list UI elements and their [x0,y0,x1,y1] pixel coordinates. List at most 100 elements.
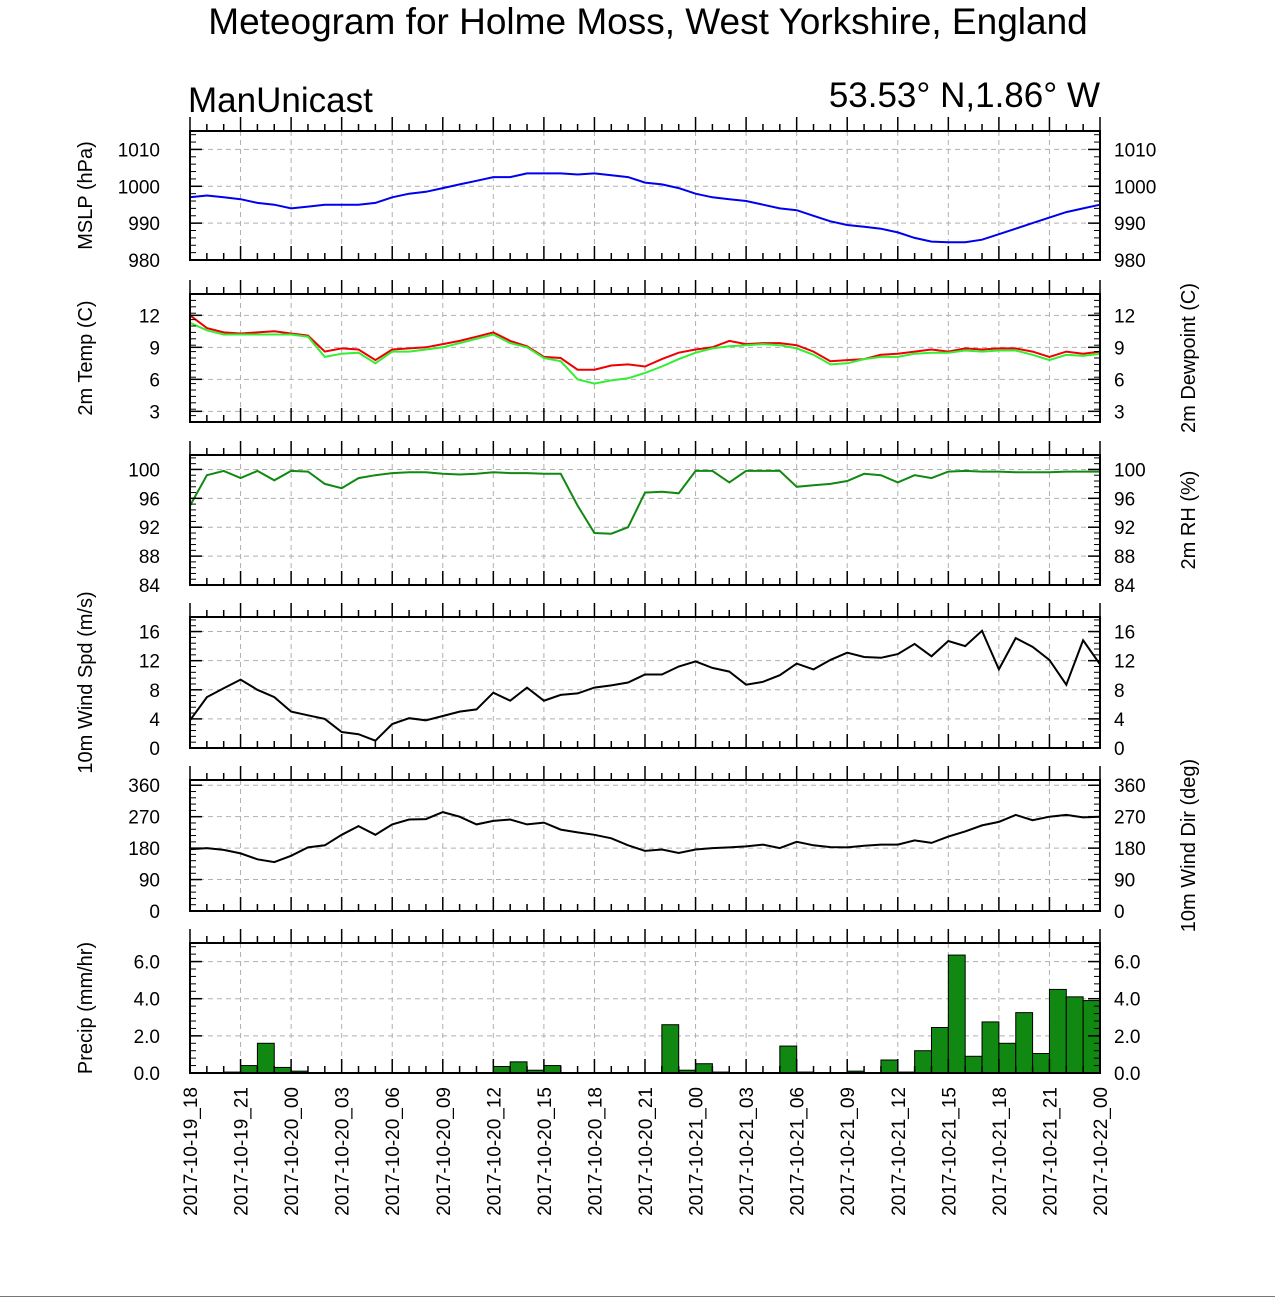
y-tick-label-left: 90 [139,871,160,892]
bottom-rule [0,1296,1275,1297]
x-tick-label: 2017-10-20_06 [383,1087,404,1216]
wind-speed-line [189,629,1101,742]
y-tick-label-right: 2.0 [1114,1027,1140,1048]
precip-bar [1065,996,1084,1074]
x-tick-label: 2017-10-21_21 [1040,1087,1061,1216]
precip-bar [256,1042,275,1074]
y-tick-label-left: 1000 [118,177,160,198]
x-tick-label: 2017-10-19_21 [232,1087,253,1216]
y-axis-title-right: 2m Dewpoint (C) [1178,283,1200,433]
y-axis-title-right: 2m RH (%) [1178,471,1200,570]
y-tick-label-right: 84 [1114,576,1136,597]
y-tick-label-right: 12 [1114,306,1135,327]
y-tick-label-right: 16 [1114,623,1135,644]
model-label: ManUnicast [188,81,373,120]
y-tick-label-left: 270 [128,808,160,829]
x-tick-label: 2017-10-21_03 [737,1087,758,1216]
y-tick-label-right: 1010 [1114,140,1156,161]
y-axis-title-left: 2m Temp (C) [75,300,97,415]
wind-dir-panel: 0 0 90 90 180 180 270 270 360 360 10m Wind Dir (de… [128,759,1200,932]
dewpoint-line [189,321,1101,385]
x-tick-label: 2017-10-20_15 [535,1087,556,1216]
x-tick-label: 2017-10-20_12 [484,1087,505,1216]
x-tick-label: 2017-10-21_12 [889,1087,910,1216]
y-tick-label-left: 96 [139,489,160,510]
wind-speed-panel: 0 0 4 4 8 8 12 12 16 16 10m Wind Spd (m/s) [75,591,1135,773]
y-tick-label-left: 9 [149,338,160,359]
y-axis-title-right: 10m Wind Dir (deg) [1178,759,1200,932]
wind-dir-line [189,811,1101,864]
y-tick-label-left: 4.0 [134,990,160,1011]
y-tick-label-left: 990 [128,214,160,235]
y-tick-label-right: 3 [1114,402,1125,423]
x-tick-label: 2017-10-20_00 [282,1087,303,1216]
mslp-line [189,172,1101,244]
y-tick-label-right: 6 [1114,370,1125,391]
y-tick-label-left: 2.0 [134,1027,160,1048]
y-tick-label-left: 8 [149,681,160,702]
precip-bar [1032,1053,1050,1074]
precip-bar [1082,1000,1101,1074]
y-tick-label-right: 0.0 [1114,1064,1140,1085]
precip-bar [779,1045,798,1074]
y-tick-label-right: 9 [1114,338,1125,359]
y-tick-label-right: 8 [1114,681,1125,702]
precip-panel: 0.0 0.0 2.0 2.0 4.0 4.0 6.0 6.0 Precip (mm/hr) [75,929,1140,1085]
y-tick-label-left: 360 [128,776,160,797]
x-tick-label: 2017-10-20_18 [585,1087,606,1216]
precip-bar [914,1050,932,1074]
precip-bar [880,1059,899,1074]
y-tick-label-right: 990 [1114,214,1146,235]
precip-bar [964,1055,983,1074]
y-axis-title-left: Precip (mm/hr) [75,942,97,1074]
precip-bar [543,1065,562,1074]
precip-bar [661,1024,680,1074]
temp-panel: 3 3 6 6 9 9 12 12 2m Temp (C) 2m Dewpoint (C) [75,280,1200,433]
y-tick-label-left: 4 [149,710,160,731]
y-tick-label-left: 84 [139,576,161,597]
precip-bar [998,1042,1017,1074]
y-tick-label-right: 4 [1114,710,1125,731]
y-tick-label-left: 0.0 [134,1064,160,1085]
y-tick-label-right: 180 [1114,839,1146,860]
y-tick-label-right: 0 [1114,902,1125,923]
y-tick-label-right: 92 [1114,518,1135,539]
x-tick-label: 2017-10-19_18 [181,1087,202,1216]
y-tick-label-left: 92 [139,518,160,539]
y-tick-label-left: 0 [149,739,160,760]
y-tick-label-left: 16 [139,623,160,644]
precip-bar [981,1021,1000,1074]
y-tick-label-right: 1000 [1114,177,1156,198]
y-tick-label-right: 96 [1114,489,1135,510]
y-tick-label-left: 3 [149,402,160,423]
y-tick-label-right: 4.0 [1114,990,1140,1011]
y-tick-label-left: 100 [128,460,160,481]
precip-bar [509,1061,528,1074]
x-tick-label: 2017-10-21_15 [939,1087,960,1216]
precip-bar [947,954,966,1074]
y-tick-label-left: 980 [128,251,160,272]
y-tick-label-left: 88 [139,547,160,568]
x-tick-label: 2017-10-21_09 [838,1087,859,1216]
x-tick-label: 2017-10-20_09 [434,1087,455,1216]
y-axis-title-left: MSLP (hPa) [75,141,97,250]
mslp-panel: 980 980 990 990 1000 1000 1010 1010 MSLP (hPa) [75,117,1156,272]
precip-bar [930,1027,949,1074]
y-tick-label-right: 90 [1114,871,1135,892]
y-tick-label-left: 12 [139,652,160,673]
rh-panel: 84 84 88 88 92 92 96 96 100 100 2m RH (%) [128,441,1200,597]
x-tick-label: 2017-10-21_18 [990,1087,1011,1216]
y-tick-label-left: 180 [128,839,160,860]
y-tick-label-right: 980 [1114,251,1146,272]
y-tick-label-right: 88 [1114,547,1135,568]
temp-line [189,314,1101,371]
precip-bar [240,1065,258,1074]
x-tick-label: 2017-10-20_03 [333,1087,354,1216]
x-tick-label: 2017-10-22_00 [1091,1087,1112,1216]
y-tick-label-right: 12 [1114,652,1135,673]
rh-line [189,469,1100,535]
y-tick-label-right: 0 [1114,739,1125,760]
y-tick-label-left: 12 [139,306,160,327]
